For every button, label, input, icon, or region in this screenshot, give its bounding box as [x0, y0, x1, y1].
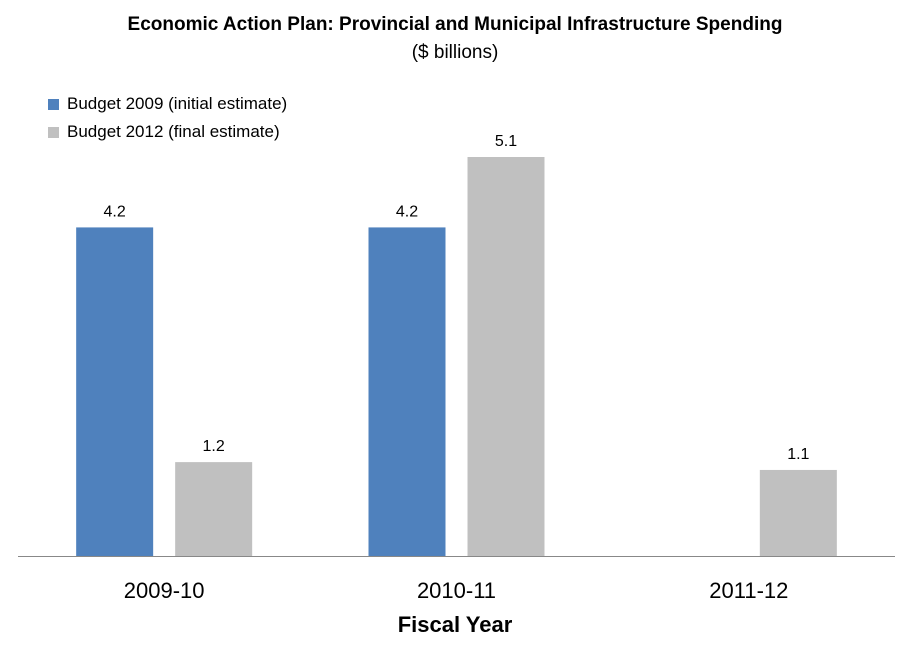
legend-label-budget-2009: Budget 2009 (initial estimate): [67, 94, 288, 113]
data-label-budget-2012-2010-11: 5.1: [495, 133, 517, 150]
x-axis-title: Fiscal Year: [397, 612, 513, 637]
bar-budget-2012-2010-11: [467, 157, 545, 556]
chart-subtitle: ($ billions): [411, 42, 499, 63]
legend-swatch-budget-2012: [48, 126, 59, 138]
x-tick-label-2011-12: 2011-12: [709, 578, 788, 603]
legend-item-budget-2012: Budget 2012 (final estimate): [48, 118, 287, 146]
bar-budget-2012-2009-10: [175, 462, 253, 556]
x-tick-label-2010-11: 2010-11: [417, 578, 496, 603]
legend-label-budget-2012: Budget 2012 (final estimate): [67, 122, 280, 141]
x-tick-label-2009-10: 2009-10: [124, 578, 205, 603]
bar-budget-2009-2010-11: [368, 227, 446, 557]
bar-budget-2012-2011-12: [759, 469, 837, 556]
data-label-budget-2009-2009-10: 4.2: [104, 203, 126, 220]
legend: Budget 2009 (initial estimate) Budget 20…: [48, 90, 287, 146]
bar-budget-2009-2009-10: [76, 227, 154, 557]
chart-title: Economic Action Plan: Provincial and Mun…: [127, 14, 783, 35]
data-label-budget-2012-2011-12: 1.1: [787, 446, 809, 463]
data-label-budget-2012-2009-10: 1.2: [203, 438, 225, 455]
legend-item-budget-2009: Budget 2009 (initial estimate): [48, 90, 287, 118]
data-label-budget-2009-2010-11: 4.2: [396, 203, 418, 220]
legend-swatch-budget-2009: [48, 98, 59, 110]
